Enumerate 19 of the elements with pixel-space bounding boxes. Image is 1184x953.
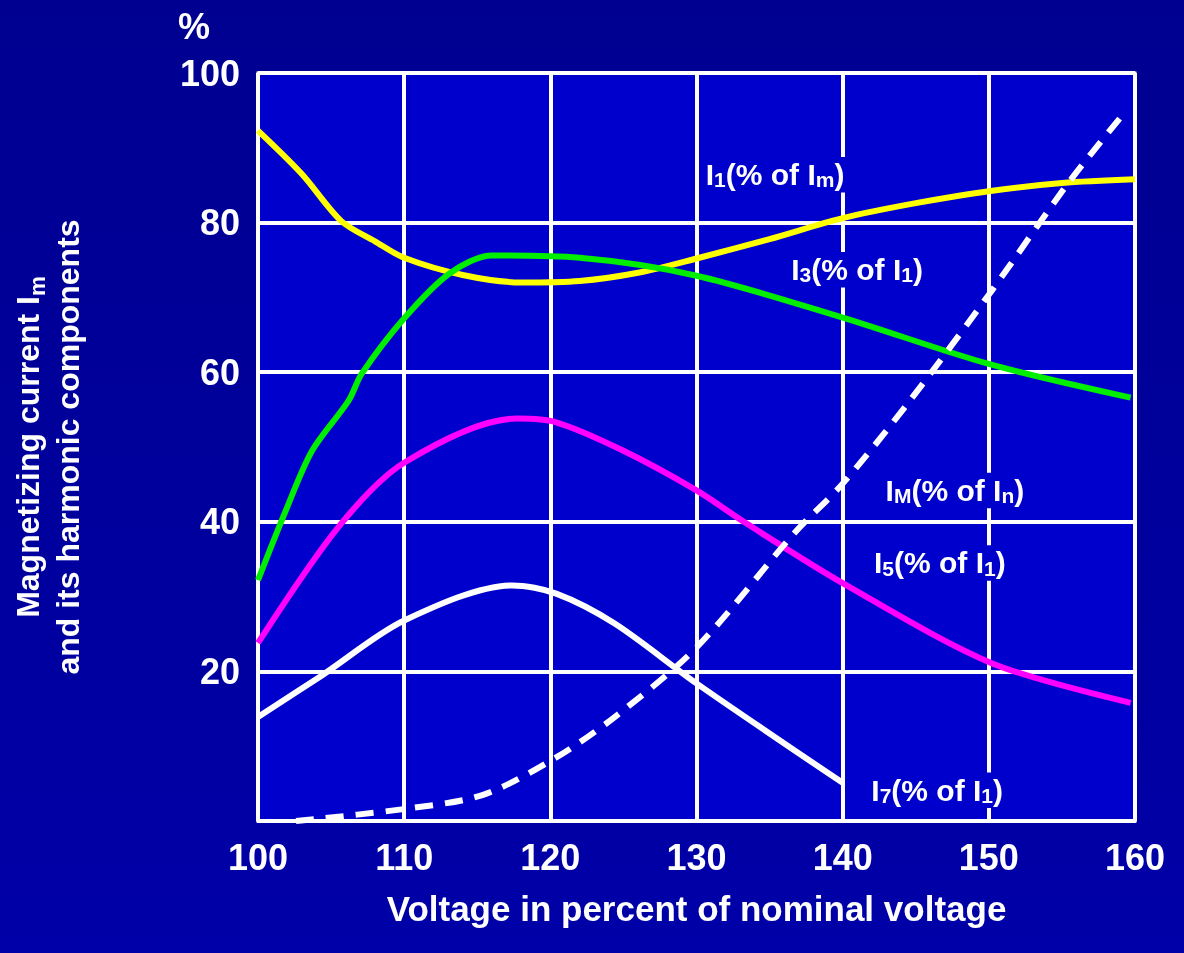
x-axis-title: Voltage in percent of nominal voltage — [386, 889, 1007, 928]
x-tick-label: 100 — [227, 836, 289, 878]
y-tick-label: 80 — [199, 202, 240, 244]
y-tick-label: 40 — [199, 501, 240, 543]
series-label: I7(% of I1) — [871, 773, 1004, 808]
series-label: I5(% of I1) — [874, 546, 1006, 580]
x-tick-label: 120 — [520, 836, 581, 878]
y-tick-label: 60 — [199, 351, 240, 393]
x-tick-label: 130 — [666, 836, 727, 878]
y-tick-label: 100 — [179, 52, 240, 94]
x-tick-label: 110 — [375, 836, 434, 878]
series-label: IM(% of In) — [885, 473, 1025, 508]
series-label: I1(% of Im) — [705, 158, 845, 192]
x-tick-label: 140 — [812, 836, 873, 878]
y-tick-label: 20 — [199, 650, 240, 692]
x-tick-label: 160 — [1104, 836, 1166, 878]
x-tick-label: 150 — [958, 836, 1019, 878]
series-label: I3(% of I1) — [791, 253, 923, 287]
text: % — [178, 5, 211, 47]
